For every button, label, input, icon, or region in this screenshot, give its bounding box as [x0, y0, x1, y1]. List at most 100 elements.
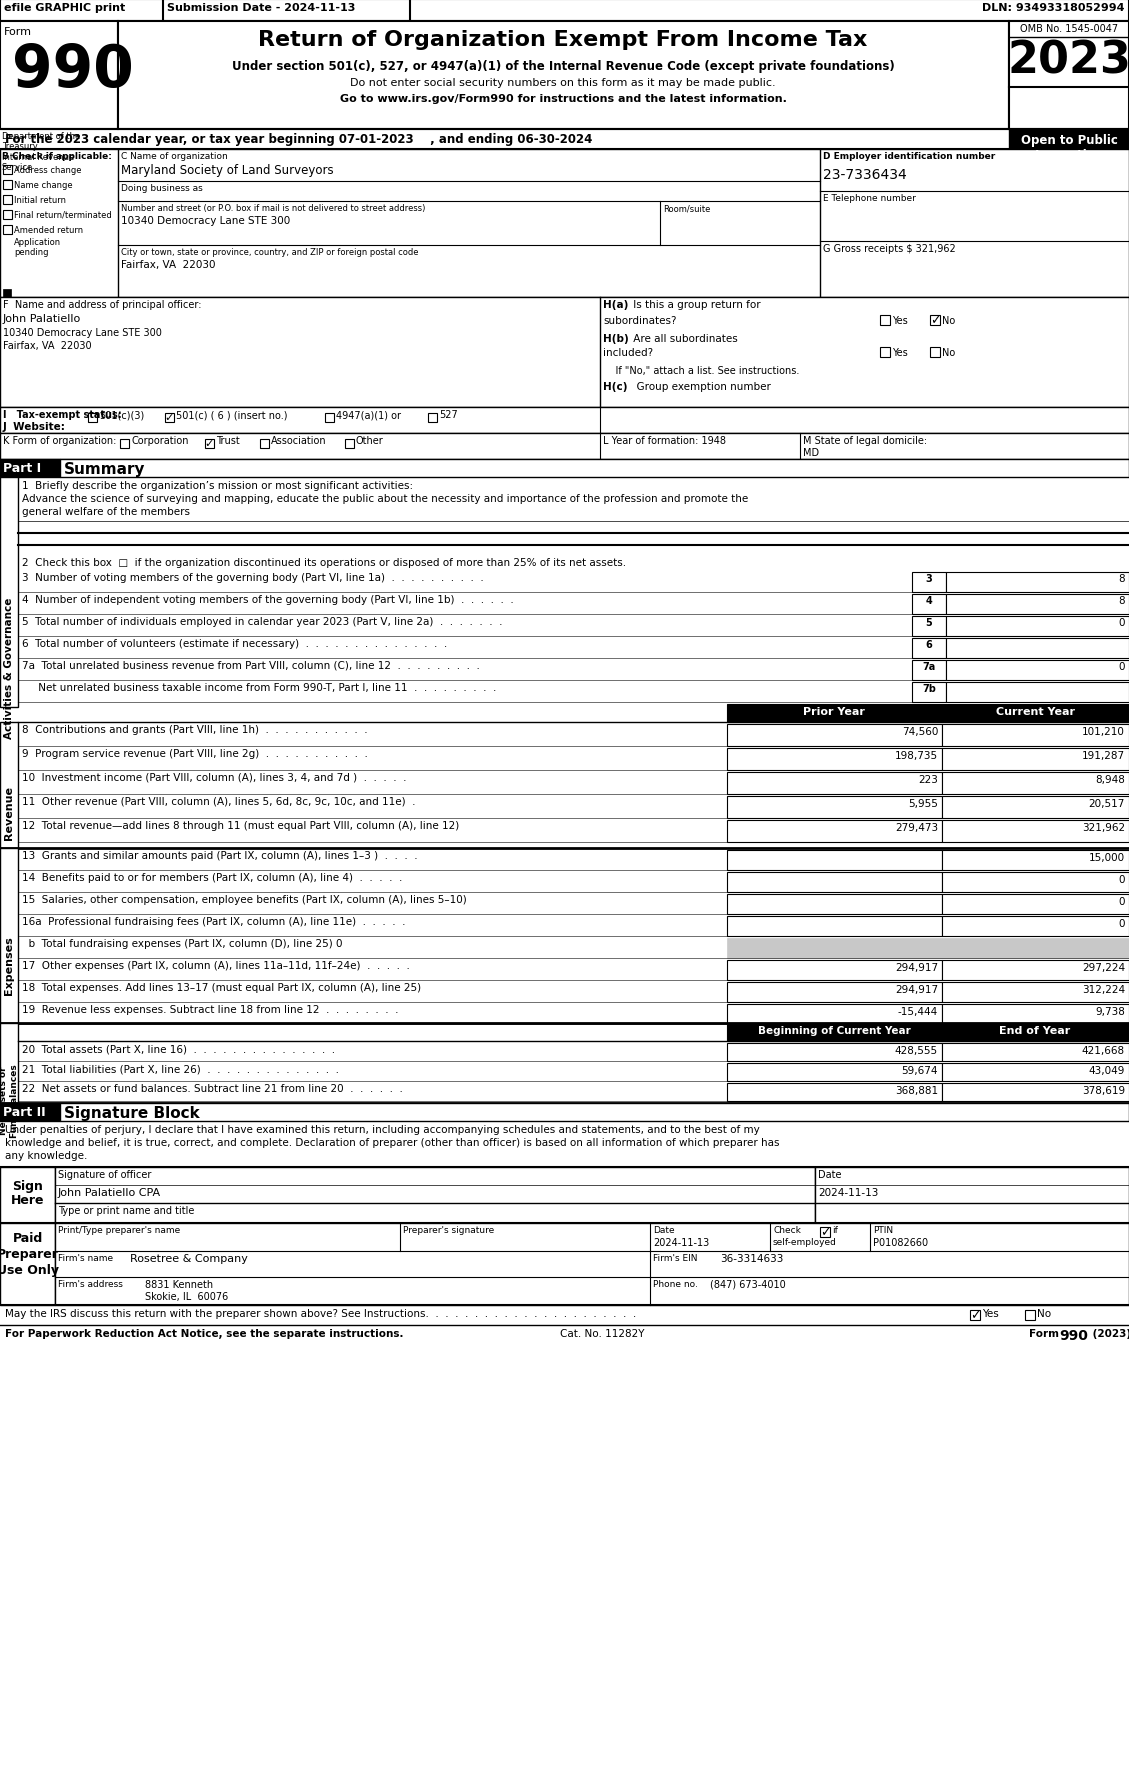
- Text: if: if: [832, 1226, 838, 1235]
- Text: Maryland Society of Land Surveyors: Maryland Society of Land Surveyors: [121, 164, 334, 176]
- Text: For Paperwork Reduction Act Notice, see the separate instructions.: For Paperwork Reduction Act Notice, see …: [5, 1328, 403, 1338]
- Bar: [0, 433, 1129, 460]
- Bar: [820, 1228, 830, 1237]
- Text: 14  Benefits paid to or for members (Part IX, column (A), line 4)  .  .  .  .  .: 14 Benefits paid to or for members (Part…: [21, 873, 402, 882]
- Text: Firm's EIN: Firm's EIN: [653, 1253, 698, 1262]
- Text: 36-3314633: 36-3314633: [720, 1253, 784, 1263]
- Text: 198,735: 198,735: [895, 750, 938, 761]
- Bar: [727, 1044, 942, 1062]
- Bar: [942, 895, 1129, 914]
- Text: 5  Total number of individuals employed in calendar year 2023 (Part V, line 2a) : 5 Total number of individuals employed i…: [21, 617, 502, 627]
- Text: I   Tax-exempt status:: I Tax-exempt status:: [3, 410, 122, 421]
- Text: City or town, state or province, country, and ZIP or foreign postal code: City or town, state or province, country…: [121, 248, 419, 257]
- Text: 0: 0: [1119, 896, 1124, 907]
- Text: Name change: Name change: [14, 182, 72, 191]
- Text: any knowledge.: any knowledge.: [5, 1151, 87, 1160]
- Text: 0: 0: [1119, 875, 1124, 884]
- Text: 2023: 2023: [1007, 39, 1129, 84]
- Bar: [946, 617, 1129, 636]
- Text: Amended return: Amended return: [14, 226, 84, 235]
- Text: subordinates?: subordinates?: [603, 315, 676, 326]
- Bar: [942, 725, 1129, 747]
- Text: -15,444: -15,444: [898, 1007, 938, 1016]
- Text: Activities & Governance: Activities & Governance: [5, 597, 14, 740]
- Bar: [0, 1103, 60, 1121]
- Text: 312,224: 312,224: [1082, 984, 1124, 994]
- Text: Under section 501(c), 527, or 4947(a)(1) of the Internal Revenue Code (except pr: Under section 501(c), 527, or 4947(a)(1)…: [231, 61, 894, 73]
- Text: 368,881: 368,881: [895, 1085, 938, 1096]
- Text: Other: Other: [356, 437, 384, 446]
- Text: 8  Contributions and grants (Part VIII, line 1h)  .  .  .  .  .  .  .  .  .  .  : 8 Contributions and grants (Part VIII, l…: [21, 725, 368, 734]
- Text: 527: 527: [439, 410, 457, 421]
- Text: 223: 223: [918, 775, 938, 784]
- Bar: [1025, 1310, 1035, 1320]
- Text: MD: MD: [803, 447, 820, 458]
- Text: 21  Total liabilities (Part X, line 26)  .  .  .  .  .  .  .  .  .  .  .  .  .  : 21 Total liabilities (Part X, line 26) .…: [21, 1064, 339, 1073]
- Bar: [3, 182, 12, 191]
- Text: 12  Total revenue—add lines 8 through 11 (must equal Part VIII, column (A), line: 12 Total revenue—add lines 8 through 11 …: [21, 820, 460, 830]
- Text: 7a  Total unrelated business revenue from Part VIII, column (C), line 12  .  .  : 7a Total unrelated business revenue from…: [21, 661, 480, 670]
- Text: 15,000: 15,000: [1088, 852, 1124, 862]
- Text: Yes: Yes: [892, 347, 908, 358]
- Bar: [0, 460, 60, 478]
- Text: 8: 8: [1119, 574, 1124, 584]
- Text: End of Year: End of Year: [999, 1025, 1070, 1035]
- Text: C Name of organization: C Name of organization: [121, 151, 228, 160]
- Text: 10  Investment income (Part VIII, column (A), lines 3, 4, and 7d )  .  .  .  .  : 10 Investment income (Part VIII, column …: [21, 773, 406, 782]
- Text: 501(c) ( 6 ) (insert no.): 501(c) ( 6 ) (insert no.): [176, 410, 288, 421]
- Text: 18  Total expenses. Add lines 13–17 (must equal Part IX, column (A), line 25): 18 Total expenses. Add lines 13–17 (must…: [21, 982, 421, 993]
- Bar: [727, 797, 942, 818]
- Text: Form: Form: [5, 27, 32, 37]
- Text: Form: Form: [1029, 1328, 1062, 1338]
- Bar: [3, 226, 12, 235]
- Text: F  Name and address of principal officer:: F Name and address of principal officer:: [3, 299, 201, 310]
- Bar: [942, 960, 1129, 980]
- Bar: [0, 21, 119, 130]
- Bar: [912, 617, 946, 636]
- Text: Use Only: Use Only: [0, 1263, 59, 1276]
- Text: 23-7336434: 23-7336434: [823, 168, 907, 182]
- Text: 6  Total number of volunteers (estimate if necessary)  .  .  .  .  .  .  .  .  .: 6 Total number of volunteers (estimate i…: [21, 638, 447, 649]
- Text: Net Assets or
Fund Balances: Net Assets or Fund Balances: [0, 1064, 19, 1137]
- Text: Doing business as: Doing business as: [121, 184, 203, 192]
- Text: Cat. No. 11282Y: Cat. No. 11282Y: [560, 1328, 645, 1338]
- Text: Rosetree & Company: Rosetree & Company: [130, 1253, 248, 1263]
- Bar: [3, 290, 11, 298]
- Bar: [727, 1064, 942, 1082]
- Bar: [727, 916, 942, 937]
- Bar: [0, 150, 1129, 298]
- Bar: [930, 347, 940, 358]
- Text: 321,962: 321,962: [1082, 823, 1124, 832]
- Text: Trust: Trust: [216, 437, 239, 446]
- Text: 3: 3: [926, 574, 933, 584]
- Text: Is this a group return for: Is this a group return for: [630, 299, 761, 310]
- Bar: [120, 440, 129, 449]
- Text: 9  Program service revenue (Part VIII, line 2g)  .  .  .  .  .  .  .  .  .  .  .: 9 Program service revenue (Part VIII, li…: [21, 748, 368, 759]
- Text: knowledge and belief, it is true, correct, and complete. Declaration of preparer: knowledge and belief, it is true, correc…: [5, 1137, 779, 1148]
- Bar: [727, 960, 942, 980]
- Bar: [942, 982, 1129, 1003]
- Bar: [727, 939, 1129, 959]
- Bar: [1009, 21, 1129, 130]
- Text: Go to www.irs.gov/Form990 for instructions and the latest information.: Go to www.irs.gov/Form990 for instructio…: [340, 94, 787, 103]
- Text: 74,560: 74,560: [902, 727, 938, 736]
- Bar: [942, 704, 1129, 722]
- Text: 2024-11-13: 2024-11-13: [819, 1187, 878, 1198]
- Text: Preparer's signature: Preparer's signature: [403, 1226, 495, 1235]
- Text: 20  Total assets (Part X, line 16)  .  .  .  .  .  .  .  .  .  .  .  .  .  .  .: 20 Total assets (Part X, line 16) . . . …: [21, 1044, 335, 1053]
- Bar: [727, 873, 942, 893]
- Bar: [912, 661, 946, 681]
- Text: Open to Public
Inspection: Open to Public Inspection: [1021, 134, 1118, 162]
- Text: Advance the science of surveying and mapping, educate the public about the neces: Advance the science of surveying and map…: [21, 494, 749, 504]
- Text: 10340 Democracy Lane STE 300: 10340 Democracy Lane STE 300: [121, 216, 290, 226]
- Text: Initial return: Initial return: [14, 196, 65, 205]
- Bar: [727, 820, 942, 843]
- Text: Under penalties of perjury, I declare that I have examined this return, includin: Under penalties of perjury, I declare th…: [5, 1124, 760, 1135]
- Bar: [0, 848, 18, 1023]
- Text: 0: 0: [1119, 661, 1124, 672]
- Text: Signature of officer: Signature of officer: [58, 1169, 151, 1180]
- Bar: [3, 210, 12, 219]
- Bar: [60, 1103, 1129, 1121]
- Bar: [942, 797, 1129, 818]
- Text: 2  Check this box  □  if the organization discontinued its operations or dispose: 2 Check this box □ if the organization d…: [21, 558, 627, 568]
